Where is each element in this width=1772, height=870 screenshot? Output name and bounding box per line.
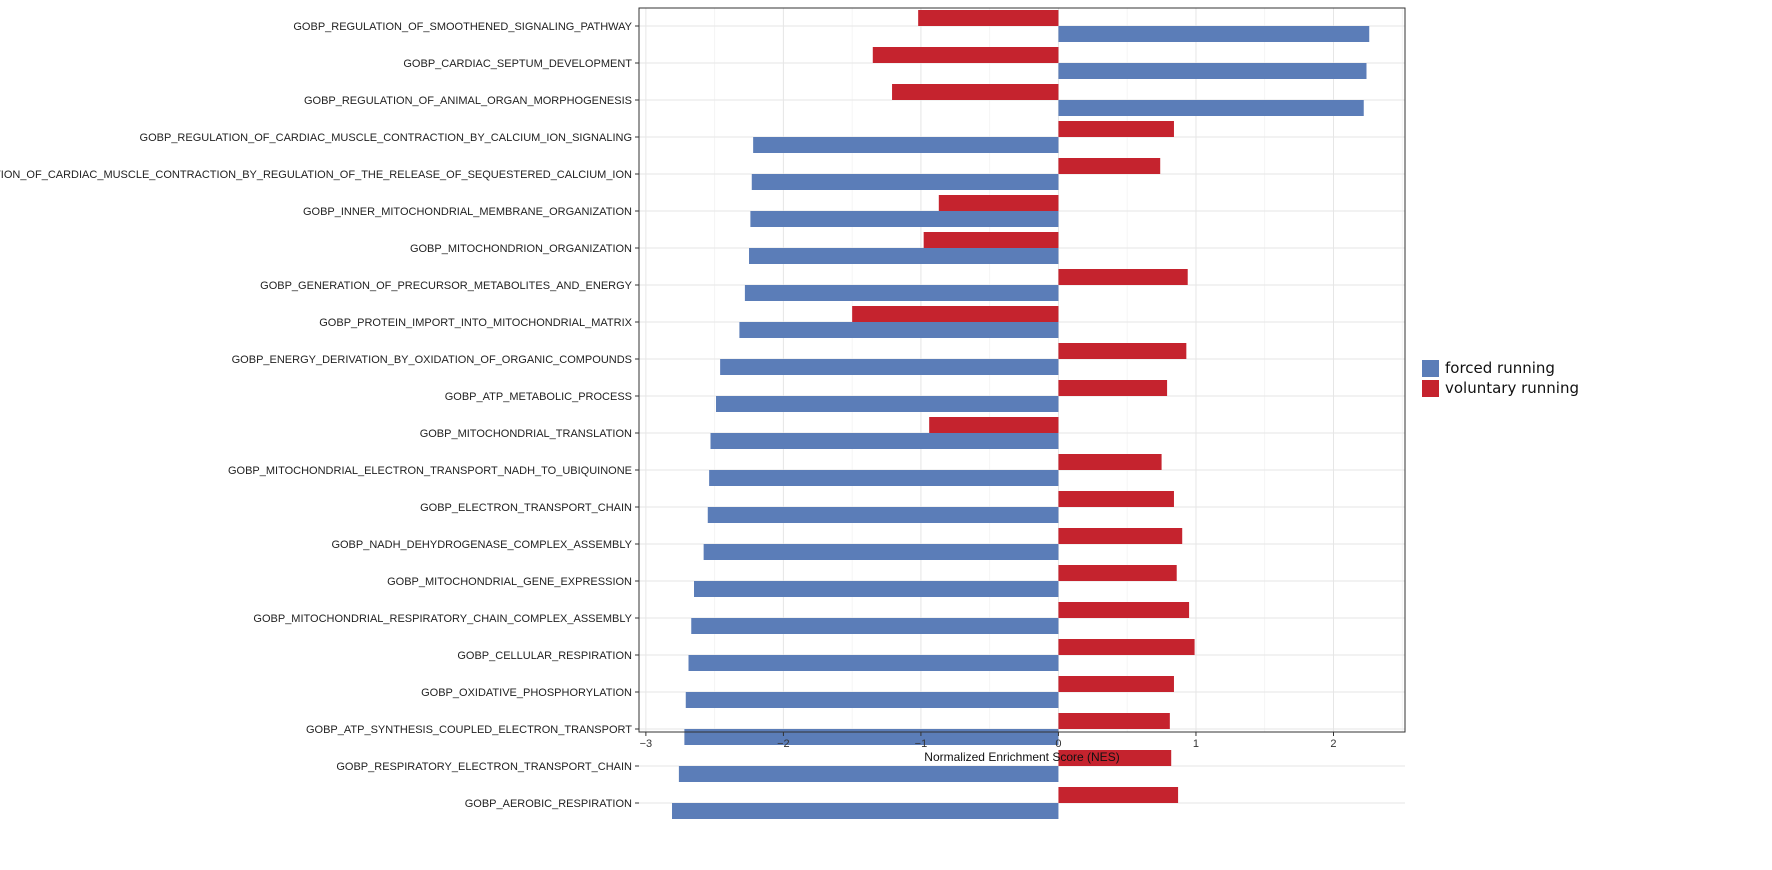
x-tick-label: 2: [1330, 738, 1336, 750]
x-tick-label: 0: [1055, 738, 1061, 750]
bar-forced-running-2: [1058, 100, 1364, 116]
legend-label-voluntary-running: voluntary running: [1445, 379, 1579, 397]
bar-voluntary-running-16: [1058, 602, 1190, 618]
bar-forced-running-6: [749, 248, 1059, 264]
category-label: GOBP_GENERATION_OF_PRECURSOR_METABOLITES…: [260, 280, 633, 292]
bar-forced-running-0: [1058, 26, 1370, 42]
bar-voluntary-running-3: [1058, 121, 1174, 137]
bar-forced-running-4: [751, 174, 1059, 190]
x-tick-label: 1: [1193, 738, 1199, 750]
bar-voluntary-running-14: [1058, 528, 1183, 544]
category-label: GOBP_MITOCHONDRIAL_GENE_EXPRESSION: [387, 576, 632, 588]
bar-voluntary-running-12: [1058, 454, 1162, 470]
category-label: GOBP_REGULATION_OF_SMOOTHENED_SIGNALING_…: [293, 21, 632, 33]
bars: [672, 10, 1370, 819]
category-label: GOBP_ENERGY_DERIVATION_BY_OXIDATION_OF_O…: [232, 354, 632, 366]
bar-voluntary-running-7: [1058, 269, 1188, 285]
category-label: GOBP_MITOCHONDRIAL_TRANSLATION: [420, 428, 632, 440]
category-label: GOBP_NADH_DEHYDROGENASE_COMPLEX_ASSEMBLY: [331, 539, 632, 551]
bar-forced-running-5: [750, 211, 1059, 227]
category-label: GOBP_MITOCHONDRIAL_ELECTRON_TRANSPORT_NA…: [228, 465, 632, 477]
bar-voluntary-running-17: [1058, 639, 1195, 655]
bar-forced-running-7: [744, 285, 1059, 301]
category-labels: GOBP_REGULATION_OF_SMOOTHENED_SIGNALING_…: [0, 21, 639, 810]
x-axis-ticks: −3 −2 −1 0 1 2: [640, 732, 1337, 750]
bar-forced-running-8: [739, 322, 1059, 338]
category-label: GOBP_AEROBIC_RESPIRATION: [465, 798, 632, 810]
bar-voluntary-running-5: [938, 195, 1059, 211]
legend-key-forced-running: [1422, 360, 1439, 377]
legend: forced running voluntary running: [1422, 359, 1579, 397]
bar-voluntary-running-4: [1058, 158, 1161, 174]
category-label: GOBP_PROTEIN_IMPORT_INTO_MITOCHONDRIAL_M…: [319, 317, 632, 329]
plot-panel-border: [638, 7, 1406, 733]
category-label: GOBP_INNER_MITOCHONDRIAL_MEMBRANE_ORGANI…: [303, 206, 632, 218]
category-label: GOBP_RESPIRATORY_ELECTRON_TRANSPORT_CHAI…: [336, 761, 632, 773]
category-label: GOBP_MITOCHONDRIAL_RESPIRATORY_CHAIN_COM…: [253, 613, 632, 625]
legend-key-voluntary-running: [1422, 380, 1439, 397]
category-label: GOBP_ELECTRON_TRANSPORT_CHAIN: [420, 502, 632, 514]
bar-voluntary-running-13: [1058, 491, 1174, 507]
bar-forced-running-11: [710, 433, 1059, 449]
category-label: GOBP_REGULATION_OF_CARDIAC_MUSCLE_CONTRA…: [0, 169, 632, 181]
bar-voluntary-running-1: [872, 47, 1059, 63]
bar-forced-running-3: [753, 137, 1059, 153]
bar-forced-running-9: [720, 359, 1059, 375]
bar-forced-running-10: [716, 396, 1059, 412]
bar-voluntary-running-15: [1058, 565, 1177, 581]
bar-forced-running-17: [688, 655, 1059, 671]
category-label: GOBP_ATP_SYNTHESIS_COUPLED_ELECTRON_TRAN…: [306, 724, 632, 736]
bar-voluntary-running-20: [1058, 750, 1172, 766]
bar-voluntary-running-10: [1058, 380, 1168, 396]
bar-voluntary-running-8: [852, 306, 1059, 322]
category-label: GOBP_OXIDATIVE_PHOSPHORYLATION: [421, 687, 632, 699]
bar-forced-running-16: [691, 618, 1059, 634]
bar-voluntary-running-21: [1058, 787, 1179, 803]
x-tick-label: −2: [777, 738, 790, 750]
category-label: GOBP_MITOCHONDRION_ORGANIZATION: [410, 243, 632, 255]
x-axis-title: Normalized Enrichment Score (NES): [924, 750, 1119, 764]
bar-forced-running-18: [685, 692, 1059, 708]
bar-voluntary-running-6: [923, 232, 1059, 248]
bar-voluntary-running-9: [1058, 343, 1187, 359]
bar-forced-running-20: [678, 766, 1059, 782]
category-label: GOBP_ATP_METABOLIC_PROCESS: [445, 391, 632, 403]
bar-forced-running-21: [672, 803, 1059, 819]
x-tick-label: −1: [915, 738, 928, 750]
category-label: GOBP_CARDIAC_SEPTUM_DEVELOPMENT: [403, 58, 632, 70]
bar-voluntary-running-18: [1058, 676, 1174, 692]
legend-label-forced-running: forced running: [1445, 359, 1555, 377]
category-label: GOBP_REGULATION_OF_ANIMAL_ORGAN_MORPHOGE…: [304, 95, 632, 107]
bar-voluntary-running-0: [918, 10, 1059, 26]
bar-voluntary-running-2: [892, 84, 1059, 100]
bar-forced-running-1: [1058, 63, 1367, 79]
bar-forced-running-12: [709, 470, 1059, 486]
bar-forced-running-15: [694, 581, 1059, 597]
bar-forced-running-19: [684, 729, 1059, 745]
category-label: GOBP_CELLULAR_RESPIRATION: [457, 650, 632, 662]
x-tick-label: −3: [640, 738, 653, 750]
bar-forced-running-13: [707, 507, 1059, 523]
bar-voluntary-running-11: [929, 417, 1059, 433]
bar-forced-running-14: [703, 544, 1059, 560]
bar-voluntary-running-19: [1058, 713, 1170, 729]
category-label: GOBP_REGULATION_OF_CARDIAC_MUSCLE_CONTRA…: [140, 132, 632, 144]
